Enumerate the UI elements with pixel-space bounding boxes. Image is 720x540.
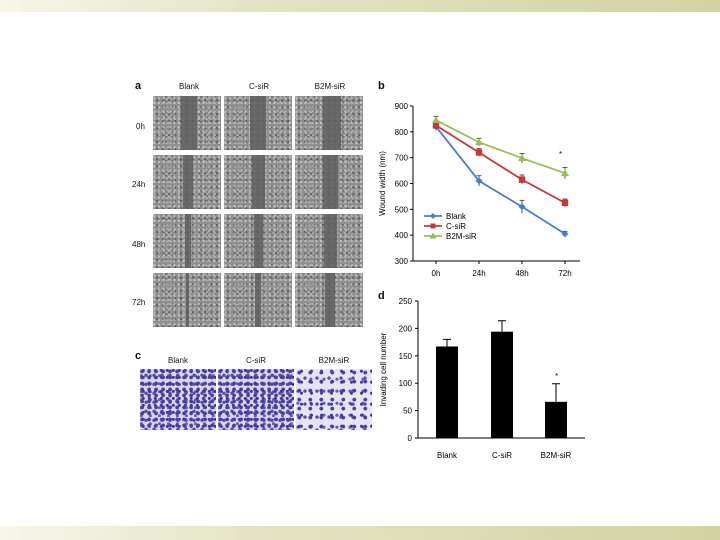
data-point [475,177,483,185]
series-line-b2m-sir [435,119,566,175]
y-tick-label: 150 [399,352,413,361]
panel-a-row-label: 0h [136,122,145,131]
panel-a-column-label: C-siR [249,82,269,91]
panel-b-label: b [378,80,385,92]
bottom-decorative-band [0,526,720,540]
wound-micrograph [295,155,363,209]
wound-micrograph [153,96,221,150]
y-tick-label: 300 [395,257,409,266]
data-point [518,176,526,183]
series-line-blank [435,126,566,235]
panel-a-label: a [135,80,142,92]
y-tick-label: 400 [395,231,409,240]
legend-marker [430,223,436,229]
legend-label: Blank [446,212,467,221]
wound-micrograph [153,214,221,268]
data-point [561,230,569,238]
data-point [432,116,440,124]
y-tick-label: 800 [395,128,409,137]
data-point [561,169,569,177]
wound-micrograph [295,214,363,268]
panel-a-column-label: B2M-siR [314,82,346,91]
x-tick-label: Blank [437,451,458,460]
y-tick-label: 0 [408,434,413,443]
x-tick-label: 72h [558,269,571,278]
wound-micrograph [295,96,363,150]
wound-micrograph [153,155,221,209]
panel-a-column-label: Blank [178,82,200,91]
panel-a-row-label: 48h [132,240,146,249]
panel-c-column-label: C-siR [246,356,266,365]
panel-c-column-label: Blank [167,356,189,365]
data-point [518,154,526,162]
bar-c-sir [491,331,513,438]
transwell-stain-image [296,369,372,430]
transwell-stain-image [218,369,294,430]
wound-micrograph [224,214,292,268]
legend-marker [430,213,436,219]
data-point [475,149,483,156]
significance-asterisk: * [559,150,563,159]
y-tick-label: 600 [395,180,409,189]
bar-b2m-sir [545,401,567,438]
y-tick-label: 100 [399,379,413,388]
y-axis-label: Invading cell number [379,332,388,406]
x-tick-label: B2M-siR [541,451,572,460]
wound-micrograph [153,273,221,327]
x-tick-label: C-siR [492,451,512,460]
y-tick-label: 50 [403,407,412,416]
wound-micrograph [224,96,292,150]
y-tick-label: 250 [399,297,413,306]
panel-c-label: c [135,350,142,362]
y-axis-label: Wound width (nm) [378,151,387,216]
wound-width-line-chart: 300 400 500 600 700 800 900 0h 24h 48h 72h Wound wi… [378,102,580,278]
data-point [475,138,483,146]
data-point [432,122,440,129]
bar-blank [436,346,458,438]
panel-c-column-label: B2M-siR [318,356,350,365]
legend-marker [429,232,437,239]
y-tick-label: 500 [395,205,409,214]
x-tick-label: 24h [472,269,485,278]
transwell-stain-image [140,369,216,430]
y-tick-label: 900 [395,102,409,111]
data-point [561,199,569,207]
x-tick-label: 0h [432,269,441,278]
y-tick-label: 700 [395,154,409,163]
panel-d-label: d [378,290,385,302]
top-decorative-band [0,0,720,12]
y-tick-label: 200 [399,324,413,333]
x-tick-label: 48h [515,269,528,278]
wound-micrograph [224,155,292,209]
data-point [518,203,526,211]
invading-cell-bar-chart: 0 50 100 150 200 250 Invading cell number Blank… [379,297,585,460]
panel-a-row-label: 72h [132,298,146,307]
wound-micrograph [224,273,292,327]
series-line-c-sir [435,124,566,204]
legend-label: C-siR [446,222,466,231]
wound-micrograph [295,273,363,327]
panel-a-row-label: 24h [132,180,146,189]
legend-label: B2M-siR [446,232,477,241]
significance-asterisk: * [555,372,559,381]
